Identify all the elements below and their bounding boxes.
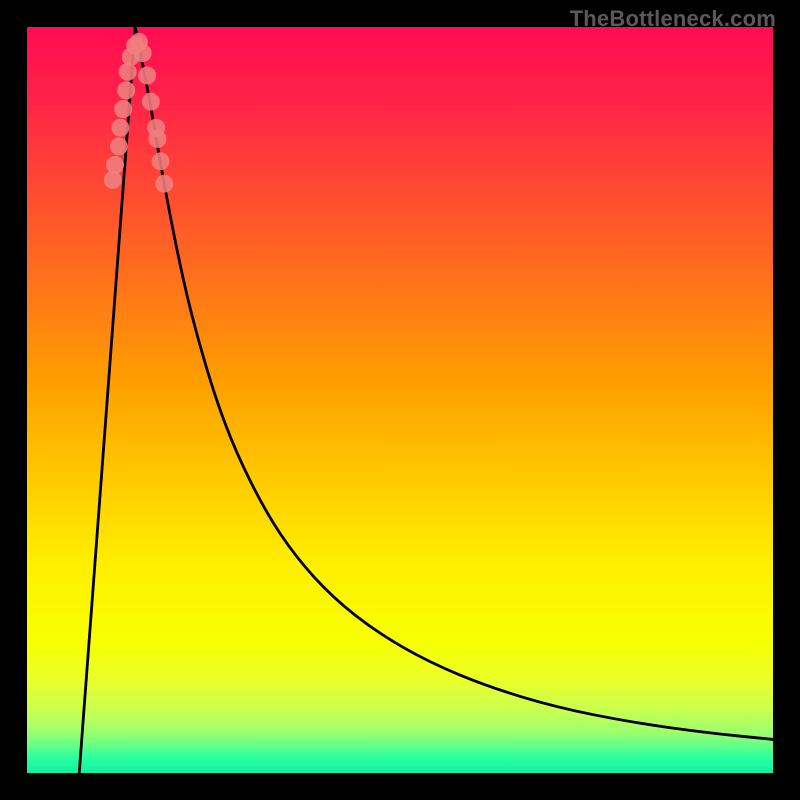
data-marker: [142, 93, 160, 111]
data-marker: [111, 119, 129, 137]
data-marker: [117, 81, 135, 99]
data-marker: [138, 67, 156, 85]
data-marker: [152, 152, 170, 170]
data-marker: [119, 63, 137, 81]
data-marker: [106, 156, 124, 174]
data-marker: [134, 44, 152, 62]
data-marker: [155, 175, 173, 193]
plot-svg: [27, 27, 773, 773]
plot-area: [27, 27, 773, 773]
watermark-text: TheBottleneck.com: [570, 6, 776, 32]
data-marker: [149, 130, 167, 148]
data-marker: [114, 100, 132, 118]
gradient-background: [27, 27, 773, 773]
chart-container: TheBottleneck.com: [0, 0, 800, 800]
data-marker: [110, 137, 128, 155]
